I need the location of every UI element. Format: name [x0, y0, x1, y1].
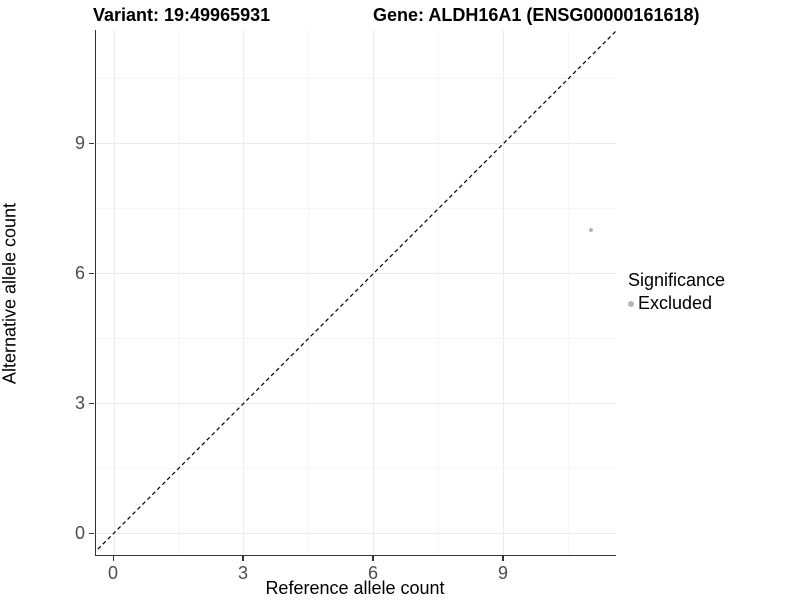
y-major-gridline: [96, 402, 616, 404]
x-major-gridline: [373, 30, 375, 555]
y-minor-gridline: [96, 337, 616, 339]
x-tick-label: 3: [237, 563, 248, 583]
x-tick-label: 6: [367, 563, 378, 583]
x-minor-gridline: [178, 30, 180, 555]
y-tick-mark: [89, 142, 94, 144]
legend-item-label: Excluded: [638, 293, 713, 313]
y-tick-mark: [89, 402, 94, 404]
plot-panel: [95, 30, 616, 556]
x-major-gridline: [113, 30, 115, 555]
y-minor-gridline: [96, 77, 616, 79]
x-tick-mark: [242, 556, 244, 561]
x-major-gridline: [243, 30, 245, 555]
y-major-gridline: [96, 142, 616, 144]
x-minor-gridline: [438, 30, 440, 555]
y-tick-mark: [89, 272, 94, 274]
identity-dashed-line: [96, 30, 616, 552]
y-major-gridline: [96, 272, 616, 274]
legend: Significance Excluded: [628, 270, 725, 314]
x-tick-label: 9: [497, 563, 508, 583]
plot-title-gene: Gene: ALDH16A1 (ENSG00000161618): [373, 5, 700, 25]
legend-item: Excluded: [628, 293, 725, 314]
x-minor-gridline: [568, 30, 570, 555]
y-minor-gridline: [96, 467, 616, 469]
y-tick-label: 3: [74, 393, 85, 413]
y-minor-gridline: [96, 207, 616, 209]
y-axis-title: Alternative allele count: [0, 202, 20, 385]
legend-title: Significance: [628, 270, 726, 290]
x-tick-mark: [502, 556, 504, 561]
plot-title-variant: Variant: 19:49965931: [93, 5, 271, 25]
x-tick-label: 0: [107, 563, 118, 583]
x-tick-mark: [112, 556, 114, 561]
y-tick-mark: [89, 532, 94, 534]
x-axis-title: Reference allele count: [265, 578, 445, 598]
y-tick-label: 9: [74, 133, 85, 154]
y-tick-label: 6: [74, 263, 85, 284]
y-tick-label: 0: [74, 523, 85, 543]
x-tick-mark: [372, 556, 374, 561]
x-major-gridline: [503, 30, 505, 555]
legend-key-dot-icon: [628, 300, 634, 307]
y-major-gridline: [96, 532, 616, 534]
x-minor-gridline: [308, 30, 310, 555]
data-point: [588, 227, 593, 232]
legend-items: Excluded: [628, 293, 725, 314]
